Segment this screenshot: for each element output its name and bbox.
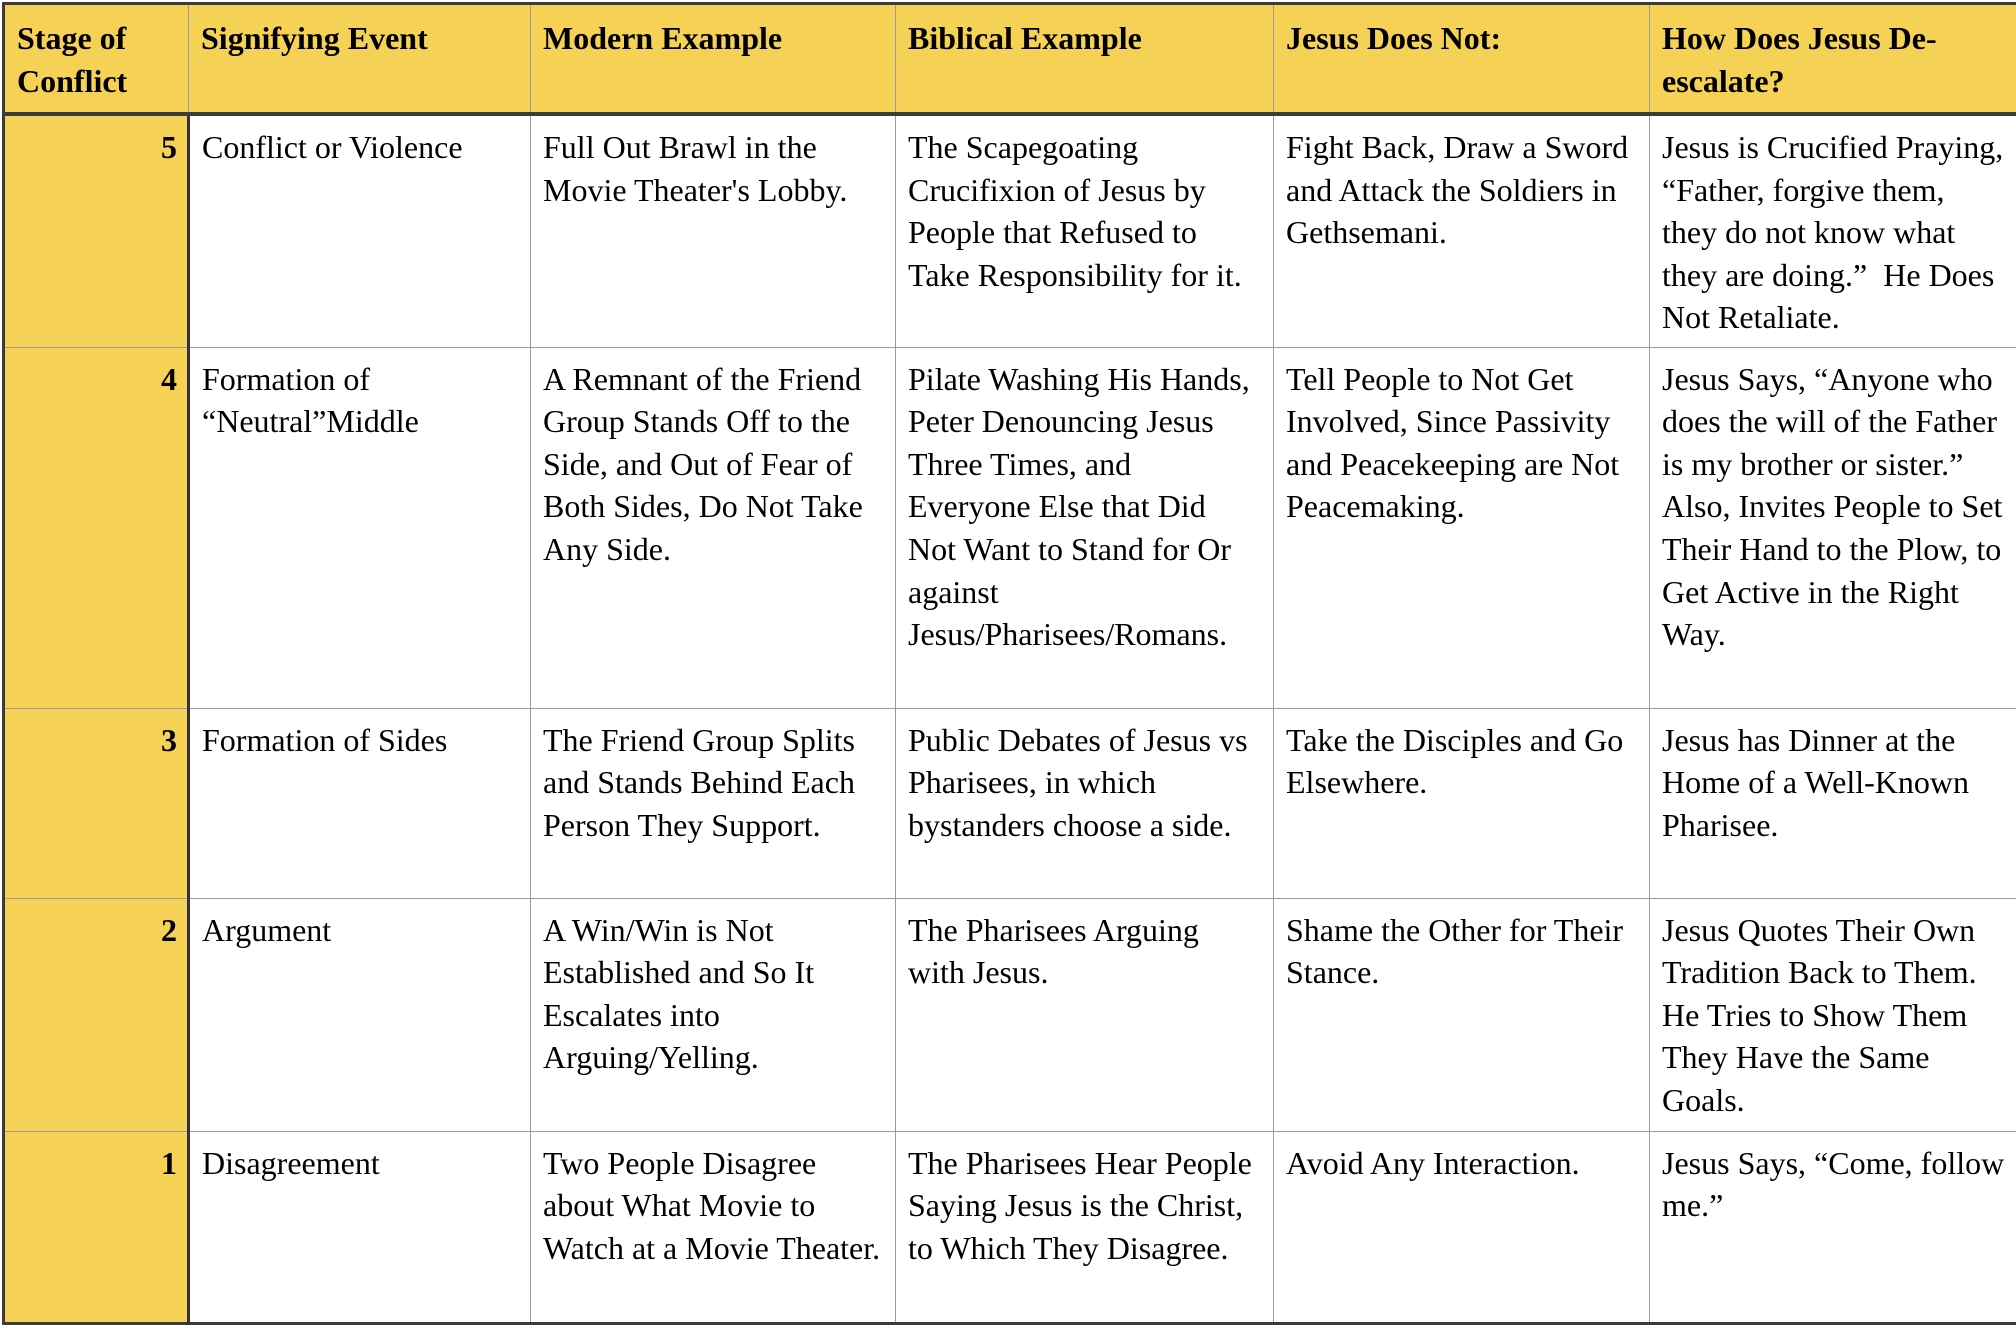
jesus-does-not-cell: Avoid Any Interaction.: [1273, 1131, 1650, 1324]
jesus-does-not-cell: Shame the Other for Their Stance.: [1273, 898, 1650, 1132]
how-deescalate-cell: Jesus Says, “Come, follow me.”: [1649, 1131, 2016, 1324]
modern-example-cell: Two People Disagree about What Movie to …: [530, 1131, 896, 1324]
how-deescalate-cell: Jesus Says, “Anyone who does the will of…: [1649, 347, 2016, 709]
modern-example-cell: Full Out Brawl in the Movie Theater's Lo…: [530, 114, 896, 348]
biblical-example-cell: Public Debates of Jesus vs Pharisees, in…: [895, 708, 1274, 899]
table-row-stage-5: 5 Conflict or Violence Full Out Brawl in…: [3, 114, 2016, 348]
column-header-how-does-jesus-deescalate: How Does Jesus De-escalate?: [1649, 3, 2016, 117]
stage-cell: 1: [3, 1131, 190, 1324]
column-header-biblical-example: Biblical Example: [895, 3, 1274, 117]
how-deescalate-cell: Jesus Quotes Their Own Tradition Back to…: [1649, 898, 2016, 1132]
table-row-stage-2: 2 Argument A Win/Win is Not Established …: [3, 898, 2016, 1132]
header-row: Stage of Conflict Signifying Event Moder…: [3, 3, 2016, 117]
jesus-does-not-cell: Tell People to Not Get Involved, Since P…: [1273, 347, 1650, 709]
table-row-stage-4: 4 Formation of “Neutral”Middle A Remnant…: [3, 347, 2016, 709]
signifying-event-cell: Conflict or Violence: [188, 114, 531, 348]
signifying-event-cell: Formation of Sides: [188, 708, 531, 899]
biblical-example-cell: The Pharisees Hear People Saying Jesus i…: [895, 1131, 1274, 1324]
jesus-does-not-cell: Fight Back, Draw a Sword and Attack the …: [1273, 114, 1650, 348]
biblical-example-cell: The Pharisees Arguing with Jesus.: [895, 898, 1274, 1132]
table-row-stage-1: 1 Disagreement Two People Disagree about…: [3, 1131, 2016, 1324]
how-deescalate-cell: Jesus is Crucified Praying, “Father, for…: [1649, 114, 2016, 348]
stage-cell: 4: [3, 347, 190, 709]
signifying-event-cell: Disagreement: [188, 1131, 531, 1324]
stage-cell: 3: [3, 708, 190, 899]
column-header-stage-of-conflict: Stage of Conflict: [3, 3, 189, 117]
stage-cell: 2: [3, 898, 190, 1132]
column-header-signifying-event: Signifying Event: [188, 3, 531, 117]
stage-cell: 5: [3, 114, 190, 348]
jesus-does-not-cell: Take the Disciples and Go Elsewhere.: [1273, 708, 1650, 899]
modern-example-cell: The Friend Group Splits and Stands Behin…: [530, 708, 896, 899]
column-header-modern-example: Modern Example: [530, 3, 896, 117]
biblical-example-cell: The Scapegoating Crucifixion of Jesus by…: [895, 114, 1274, 348]
signifying-event-cell: Formation of “Neutral”Middle: [188, 347, 531, 709]
column-header-jesus-does-not: Jesus Does Not:: [1273, 3, 1650, 117]
how-deescalate-cell: Jesus has Dinner at the Home of a Well-K…: [1649, 708, 2016, 899]
signifying-event-cell: Argument: [188, 898, 531, 1132]
modern-example-cell: A Win/Win is Not Established and So It E…: [530, 898, 896, 1132]
modern-example-cell: A Remnant of the Friend Group Stands Off…: [530, 347, 896, 709]
table-row-stage-3: 3 Formation of Sides The Friend Group Sp…: [3, 708, 2016, 899]
biblical-example-cell: Pilate Washing His Hands, Peter Denounci…: [895, 347, 1274, 709]
